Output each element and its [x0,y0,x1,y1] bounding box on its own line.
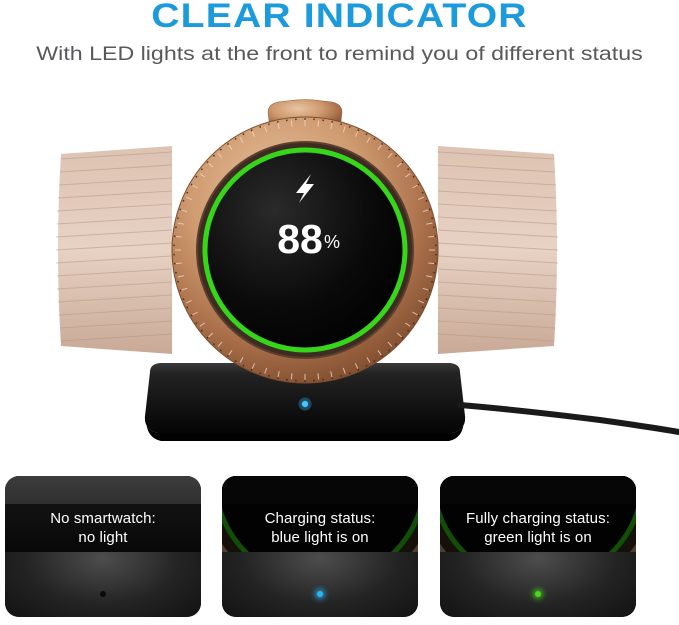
svg-text:%: % [324,232,340,252]
svg-text:88: 88 [277,216,323,262]
